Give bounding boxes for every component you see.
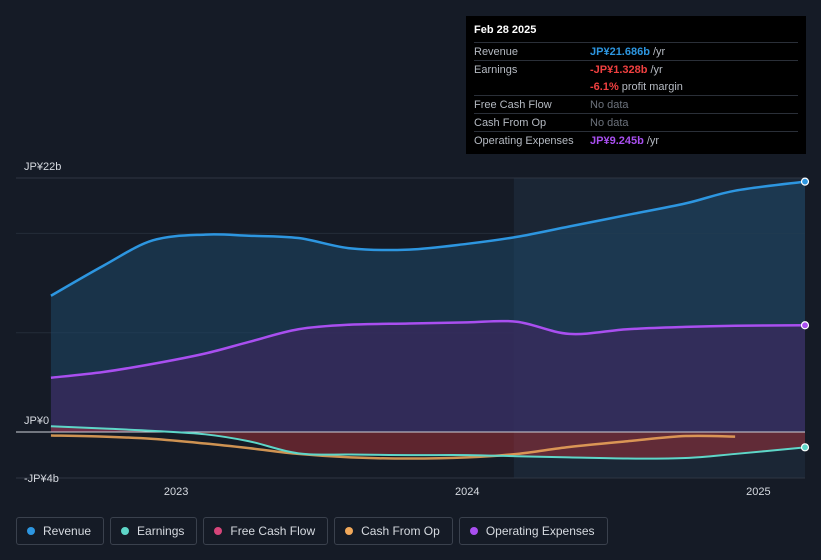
tooltip-date: Feb 28 2025 [474,24,537,36]
tooltip-unit: /yr [650,63,663,76]
earnings-area [50,426,806,459]
legend-label: Free Cash Flow [230,524,316,538]
tooltip-row-margin: -6.1% profit margin [474,78,798,95]
x-tick-label: 2025 [746,486,770,498]
opex-end-marker [800,321,810,330]
opex-area [50,320,806,432]
x-tick-label: 2023 [164,486,188,498]
cash-from-op-line [50,434,736,460]
legend-label: Cash From Op [361,524,440,538]
earnings-line [50,425,806,460]
tooltip-value: -6.1% [590,80,619,93]
tooltip-unit: profit margin [621,80,683,93]
tooltip-row-cfo: Cash From Op No data [474,113,798,131]
legend-label: Revenue [43,524,92,538]
legend-label: Earnings [137,524,185,538]
legend: Revenue Earnings Free Cash Flow Cash Fro… [16,517,608,545]
y-tick-label: JP¥0 [24,415,49,427]
legend-dot [214,527,223,535]
tooltip-value: No data [590,116,629,129]
tooltip-value: JP¥9.245b [590,134,644,147]
tooltip-panel: Feb 28 2025 Revenue JP¥21.686b /yr Earni… [466,16,806,154]
tooltip-label: Cash From Op [474,116,547,129]
revenue-end-marker [800,177,810,186]
tooltip-unit: /yr [652,45,666,58]
tooltip-row-earnings: Earnings -JP¥1.328b /yr [474,60,798,78]
tooltip-unit: /yr [646,134,660,147]
legend-dot [121,527,130,535]
y-tick-label: JP¥22b [24,161,61,173]
legend-dot [469,527,478,535]
legend-item-operating-expenses[interactable]: Operating Expenses [458,517,608,545]
tooltip-label: Operating Expenses [474,134,574,147]
tooltip-value: -JP¥1.328b [590,63,648,76]
tooltip-value: No data [590,98,629,111]
tooltip-value: JP¥21.686b [590,45,650,58]
legend-item-cash-from-op[interactable]: Cash From Op [334,517,453,545]
tooltip-label: Revenue [474,45,519,58]
tooltip-row-opex: Operating Expenses JP¥9.245b /yr [474,131,798,149]
tooltip-row-revenue: Revenue JP¥21.686b /yr [474,42,798,60]
legend-dot [345,527,354,535]
tooltip-label: Free Cash Flow [474,98,552,111]
x-tick-label: 2024 [455,486,479,498]
legend-dot [27,527,35,535]
y-tick-label: -JP¥4b [24,473,59,485]
legend-label: Operating Expenses [485,524,595,538]
legend-item-earnings[interactable]: Earnings [110,517,198,545]
revenue-line [50,180,806,297]
tooltip-label: Earnings [474,63,518,76]
earnings-end-marker [800,443,810,452]
legend-item-revenue[interactable]: Revenue [16,517,105,545]
opex-line [50,319,806,379]
legend-item-free-cash-flow[interactable]: Free Cash Flow [203,517,329,545]
tooltip-row-fcf: Free Cash Flow No data [474,95,798,113]
